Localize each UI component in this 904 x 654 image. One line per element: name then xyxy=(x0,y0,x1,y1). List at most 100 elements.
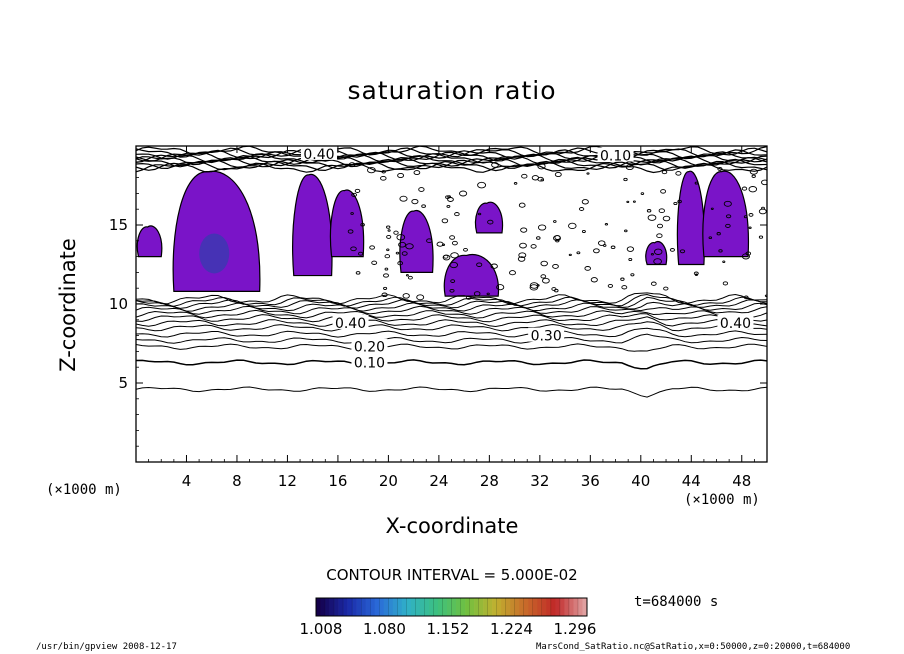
colorbar-swatch xyxy=(415,598,421,616)
contour-island xyxy=(441,218,449,224)
contour-island xyxy=(536,284,540,287)
contour-line-top xyxy=(136,147,767,158)
contour-island xyxy=(350,212,354,215)
contour-island xyxy=(741,253,750,260)
contour-island xyxy=(416,294,425,301)
contour-island xyxy=(626,246,635,252)
contour-island xyxy=(555,239,560,243)
colorbar-swatch xyxy=(541,598,547,616)
contour-island xyxy=(442,254,451,261)
colorbar-frame xyxy=(315,597,588,617)
contour-island xyxy=(646,209,652,213)
contour-island xyxy=(653,248,663,255)
contour-label: 0.30 xyxy=(531,329,562,345)
contour-island xyxy=(449,288,455,293)
contour-island xyxy=(509,270,516,276)
contour-island xyxy=(529,282,539,289)
colorbar-swatch xyxy=(469,598,475,616)
contour-labels: 0.100.200.300.40 0.400.40 0.10 xyxy=(300,146,754,371)
contour-island xyxy=(459,190,468,197)
contour-island xyxy=(401,251,408,256)
contour-island xyxy=(650,281,657,286)
colorbar-swatch xyxy=(329,598,335,616)
contour-line-top xyxy=(136,156,767,168)
contour-island xyxy=(693,271,699,276)
colorbar-tick-label: 1.080 xyxy=(363,620,406,638)
y-axis-label: Z-coordinate xyxy=(56,238,80,372)
contour-island xyxy=(576,251,581,255)
colorbar-swatch xyxy=(374,598,380,616)
contour-island xyxy=(624,229,628,233)
contour-island xyxy=(397,261,404,266)
contour-island xyxy=(519,242,527,249)
contour-island xyxy=(351,192,357,197)
contour-island xyxy=(748,213,754,217)
x-tick-label: 12 xyxy=(278,472,297,490)
contour-island xyxy=(581,199,589,205)
colorbar-swatch xyxy=(433,598,439,616)
contour-island xyxy=(381,292,388,298)
colorbar-swatch xyxy=(492,598,497,616)
contour-island xyxy=(661,170,668,175)
contour-island xyxy=(568,253,572,257)
colorbar-swatch xyxy=(582,598,588,616)
contour-island xyxy=(764,294,767,297)
contour-island xyxy=(405,274,409,277)
colorbar-swatch xyxy=(550,598,556,616)
colorbar-swatch xyxy=(343,598,348,616)
supersaturated-region xyxy=(329,189,365,258)
contour-island xyxy=(402,293,410,299)
contour-island xyxy=(748,186,758,193)
time-label: t=684000 s xyxy=(634,594,719,610)
x-tick-label: 48 xyxy=(732,472,751,490)
colorbar-swatch xyxy=(546,598,552,616)
contour-island xyxy=(383,286,388,290)
footer-command: /usr/bin/gpview 2008-12-17 xyxy=(36,642,177,652)
contour-island xyxy=(490,263,498,269)
contour-island xyxy=(384,267,389,271)
colorbar-swatch xyxy=(505,598,511,616)
contour-island xyxy=(386,248,390,252)
contour-label-bg xyxy=(351,338,388,353)
contour-island xyxy=(536,236,541,240)
contour-line xyxy=(136,359,767,370)
contour-island xyxy=(360,222,365,227)
contour-label: 0.40 xyxy=(303,147,334,163)
contour-line xyxy=(136,321,767,332)
contour-island xyxy=(604,223,609,226)
contour-island xyxy=(446,204,451,208)
contour-island xyxy=(660,189,667,194)
colorbar-swatch xyxy=(532,598,538,616)
x-tick-label: 40 xyxy=(631,472,650,490)
contour-island xyxy=(537,176,544,182)
contour-line xyxy=(136,309,767,319)
contour-island xyxy=(761,179,767,186)
contour-island xyxy=(584,266,591,271)
contour-island xyxy=(590,277,598,283)
contour-line xyxy=(136,296,767,309)
contour-island xyxy=(723,200,732,207)
contour-island xyxy=(386,234,392,239)
contour-island xyxy=(694,181,699,185)
contour-island xyxy=(531,175,540,181)
contour-label-bg xyxy=(717,314,754,329)
colorbar-swatch xyxy=(510,598,516,616)
colorbar-swatch xyxy=(456,598,461,616)
contour-island xyxy=(465,295,472,300)
contour-island xyxy=(396,234,406,241)
colorbar-swatch xyxy=(397,598,403,616)
contour-island xyxy=(487,219,494,225)
x-tick-label: 8 xyxy=(232,472,242,490)
contour-island xyxy=(540,274,547,279)
contour-island xyxy=(625,164,634,171)
colorbar-swatch xyxy=(528,598,534,616)
colorbar-swatch xyxy=(460,598,466,616)
supersaturated-region xyxy=(645,241,668,266)
x-axis-label: X-coordinate xyxy=(385,514,519,538)
colorbar-swatch xyxy=(347,598,353,616)
colorbar-swatch xyxy=(424,598,430,616)
plot-frame xyxy=(135,145,768,463)
contour-island xyxy=(529,284,539,291)
x-tick-label: 20 xyxy=(379,472,398,490)
contour-island xyxy=(758,208,767,215)
